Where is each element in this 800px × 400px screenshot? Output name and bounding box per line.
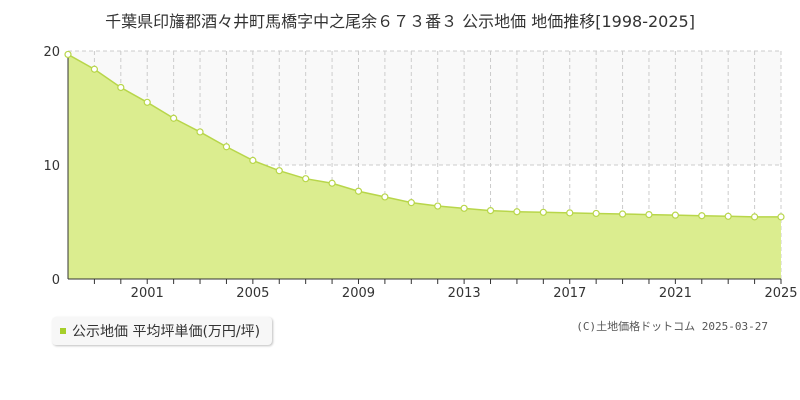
data-points [64,50,785,221]
data-point [354,187,363,195]
data-point [460,204,468,212]
x-tick-label: 2009 [342,286,375,301]
x-tick-label: 2021 [659,286,692,301]
data-point [64,50,72,59]
data-point [698,212,706,220]
y-tick-labels: 0 10 20 [43,45,60,288]
legend-swatch [60,328,66,334]
x-tick-label: 2005 [236,286,269,301]
data-point [328,179,336,187]
x-tick-label: 2025 [764,286,797,301]
data-point [407,199,415,207]
x-tick-label: 2001 [131,286,164,301]
x-tick-label: 2013 [448,286,481,301]
data-point [381,193,389,201]
y-tick-label: 0 [52,273,60,288]
data-point [671,211,679,219]
price-line [67,53,781,218]
data-point [618,210,627,218]
data-point [645,210,653,219]
data-point [592,209,600,218]
x-tick-label: 2017 [553,286,586,301]
data-point [249,156,257,165]
chart-title: 千葉県印旛郡酒々井町馬橋字中之尾余６７３番３ 公示地価 地価推移[1998-20… [105,12,695,31]
data-point [513,208,521,216]
data-point [434,202,442,210]
y-tick-label: 10 [43,159,60,174]
y-tick-label: 20 [43,45,60,60]
credit-text: (C)土地価格ドットコム 2025-03-27 [576,320,768,333]
data-point [302,175,310,183]
data-point [750,213,759,221]
data-point [777,213,785,221]
data-point [539,208,547,216]
data-point [275,167,283,175]
data-point [143,98,151,106]
axes [67,51,782,284]
data-point [724,212,732,220]
x-tick-labels: 2001 2005 2009 2013 2017 2021 2025 [131,286,798,301]
data-point [90,65,99,73]
legend-label: 公示地価 平均坪単価(万円/坪) [72,324,261,340]
data-point [222,143,231,151]
data-point [566,209,574,217]
price-area [68,54,781,279]
data-point [170,114,178,122]
data-point [196,128,204,136]
data-point [117,83,125,92]
data-point [486,207,495,215]
legend: 公示地価 平均坪単価(万円/坪) [52,317,273,345]
